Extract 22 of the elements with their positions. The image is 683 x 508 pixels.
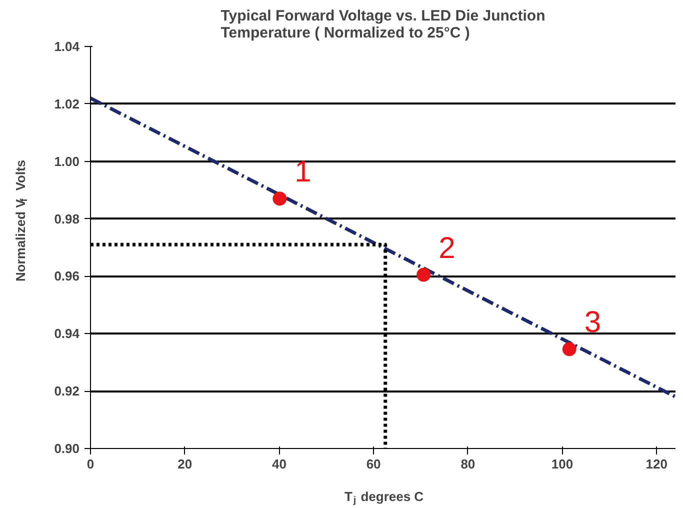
x-tick-label: 80 [460,456,476,472]
point [562,342,576,356]
annotation: 2 [438,232,456,265]
y-tick-label: 0.96 [54,268,80,284]
chart-title: Typical Forward Voltage vs. LED Die Junction Temperature ( Normalized to 25°C ) [220,8,546,42]
x-tick-label: 20 [178,456,192,472]
y-tick-label: 0.94 [54,326,80,342]
x-tick-label: 0 [86,456,94,472]
annotation: 3 [584,306,602,340]
y-tick-label: 1.00 [54,154,80,169]
y-tick-label: 0.90 [54,441,80,456]
x-tick-label: 60 [366,456,381,472]
y-tick-label: 1.04 [54,39,80,54]
y-tick-label: 0.98 [54,211,80,226]
point [416,268,431,282]
x-tick-label: 120 [646,456,668,472]
y-tick-label: 1.02 [54,96,80,112]
x-tick-label: 40 [272,456,286,472]
x-tick-label: 100 [551,456,574,472]
point [272,192,287,206]
y-tick-label: 0.92 [54,384,80,399]
annotation: 1 [294,156,312,189]
